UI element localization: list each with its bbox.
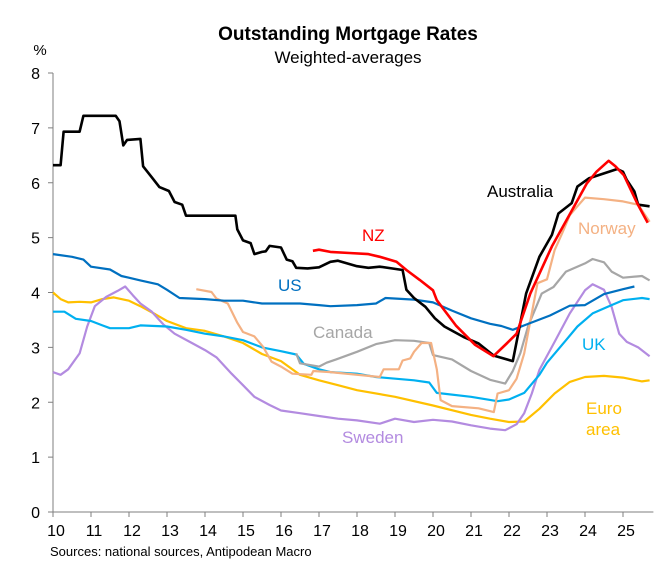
- y-tick-label: 3: [31, 340, 40, 357]
- x-tick-label: 21: [465, 523, 483, 540]
- x-tick-label: 13: [161, 523, 179, 540]
- series-label-nz: NZ: [362, 226, 385, 245]
- series-label-us: US: [278, 276, 302, 295]
- x-tick-label: 17: [313, 523, 331, 540]
- series-line-nz: [312, 159, 649, 358]
- series-label-norway: Norway: [578, 219, 636, 238]
- y-tick-label: 7: [31, 121, 40, 138]
- x-tick-label: 19: [389, 523, 407, 540]
- x-tick-label: 10: [47, 523, 65, 540]
- series-line-australia: [53, 114, 650, 363]
- x-tick-label: 22: [503, 523, 521, 540]
- x-tick-label: 14: [199, 523, 217, 540]
- chart-subtitle: Weighted-averages: [274, 48, 421, 67]
- series-line-canada: [295, 257, 651, 385]
- y-axis-unit: %: [33, 42, 46, 59]
- x-tick-label: 23: [541, 523, 559, 540]
- x-tick-label: 16: [275, 523, 293, 540]
- source-note: Sources: national sources, Antipodean Ma…: [50, 544, 312, 559]
- series-line-sweden: [52, 283, 651, 432]
- series-label-sweden: Sweden: [342, 428, 403, 447]
- series-label-euro-area: Euro: [586, 399, 622, 418]
- y-tick-label: 6: [31, 176, 40, 193]
- x-tick-label: 25: [617, 523, 635, 540]
- y-tick-label: 0: [31, 505, 40, 522]
- x-tick-label: 20: [427, 523, 445, 540]
- series-label-canada: Canada: [313, 323, 373, 342]
- y-tick-label: 8: [31, 66, 40, 83]
- x-tick-label: 12: [123, 523, 141, 540]
- series-label-australia: Australia: [487, 182, 554, 201]
- series-line-euro-area: [52, 291, 650, 424]
- chart-title: Outstanding Mortgage Rates: [218, 24, 478, 45]
- x-tick-label: 24: [579, 523, 597, 540]
- y-tick-label: 2: [31, 395, 40, 412]
- series-line-us: [52, 253, 635, 331]
- x-tick-label: 11: [86, 523, 103, 540]
- series-label-uk: UK: [582, 335, 606, 354]
- x-tick-label: 15: [237, 523, 255, 540]
- y-tick-label: 5: [31, 231, 40, 248]
- series-labels: Australia NZ Norway US Canada UK Euro area Swede…: [278, 182, 636, 447]
- y-tick-label: 1: [31, 450, 40, 467]
- y-tick-label: 4: [31, 286, 40, 303]
- series-line-uk: [53, 296, 650, 403]
- x-tick-label: 18: [351, 523, 369, 540]
- series-label-euro-area: area: [586, 420, 621, 439]
- series-line-norway: [196, 196, 651, 414]
- series-lines: [52, 114, 651, 432]
